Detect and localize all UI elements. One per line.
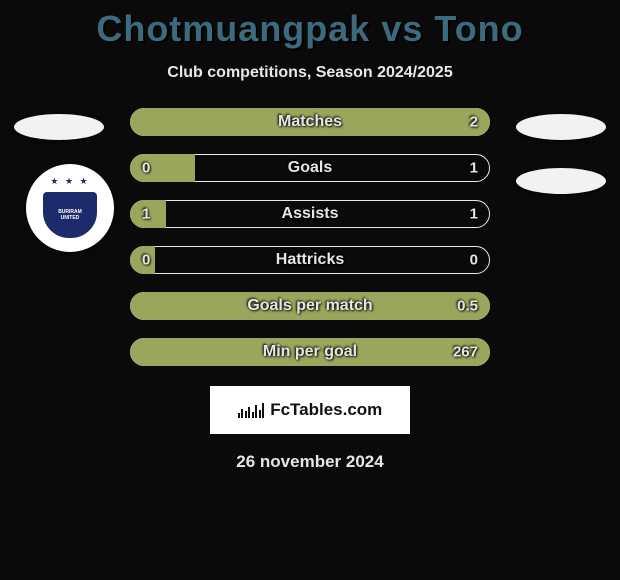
- bar-label: Matches: [278, 113, 342, 131]
- bar-right-value: 0: [470, 252, 478, 269]
- bar-right-value: 0.5: [457, 298, 478, 315]
- bar-label: Min per goal: [263, 343, 357, 361]
- player-right-placeholder-1: [516, 114, 606, 140]
- bar-label: Goals: [288, 159, 332, 177]
- player-left-placeholder: [14, 114, 104, 140]
- bar-fill: [130, 154, 195, 182]
- stat-row: Matches 2: [130, 108, 490, 136]
- comparison-layout: ★ ★ ★ BURIRAM UNITED Matches 2 0 Goals 1 1 Ass…: [0, 108, 620, 366]
- bar-left-value: 1: [142, 206, 150, 223]
- badge-text-line2: UNITED: [61, 215, 80, 221]
- stat-row: 0 Hattricks 0: [130, 246, 490, 274]
- stat-row: Min per goal 267: [130, 338, 490, 366]
- fctables-logo: FcTables.com: [210, 386, 410, 434]
- badge-stars-icon: ★ ★ ★: [38, 176, 102, 187]
- club-badge: ★ ★ ★ BURIRAM UNITED: [26, 164, 114, 252]
- stat-row: Goals per match 0.5: [130, 292, 490, 320]
- logo-bars-icon: [238, 402, 265, 418]
- stat-row: 0 Goals 1: [130, 154, 490, 182]
- date-label: 26 november 2024: [0, 452, 620, 472]
- bar-right-value: 1: [470, 160, 478, 177]
- bar-label: Assists: [282, 205, 339, 223]
- bar-label: Hattricks: [276, 251, 344, 269]
- badge-shield-icon: BURIRAM UNITED: [41, 190, 99, 240]
- page-title: Chotmuangpak vs Tono: [0, 0, 620, 50]
- subtitle: Club competitions, Season 2024/2025: [0, 64, 620, 82]
- bar-right-value: 267: [453, 344, 478, 361]
- bar-left-value: 0: [142, 252, 150, 269]
- logo-text: FcTables.com: [270, 400, 382, 420]
- stat-row: 1 Assists 1: [130, 200, 490, 228]
- bar-label: Goals per match: [247, 297, 372, 315]
- stats-bars: Matches 2 0 Goals 1 1 Assists 1 0 Hattricks 0 Goals…: [130, 108, 490, 366]
- bar-left-value: 0: [142, 160, 150, 177]
- bar-right-value: 2: [470, 114, 478, 131]
- bar-right-value: 1: [470, 206, 478, 223]
- player-right-placeholder-2: [516, 168, 606, 194]
